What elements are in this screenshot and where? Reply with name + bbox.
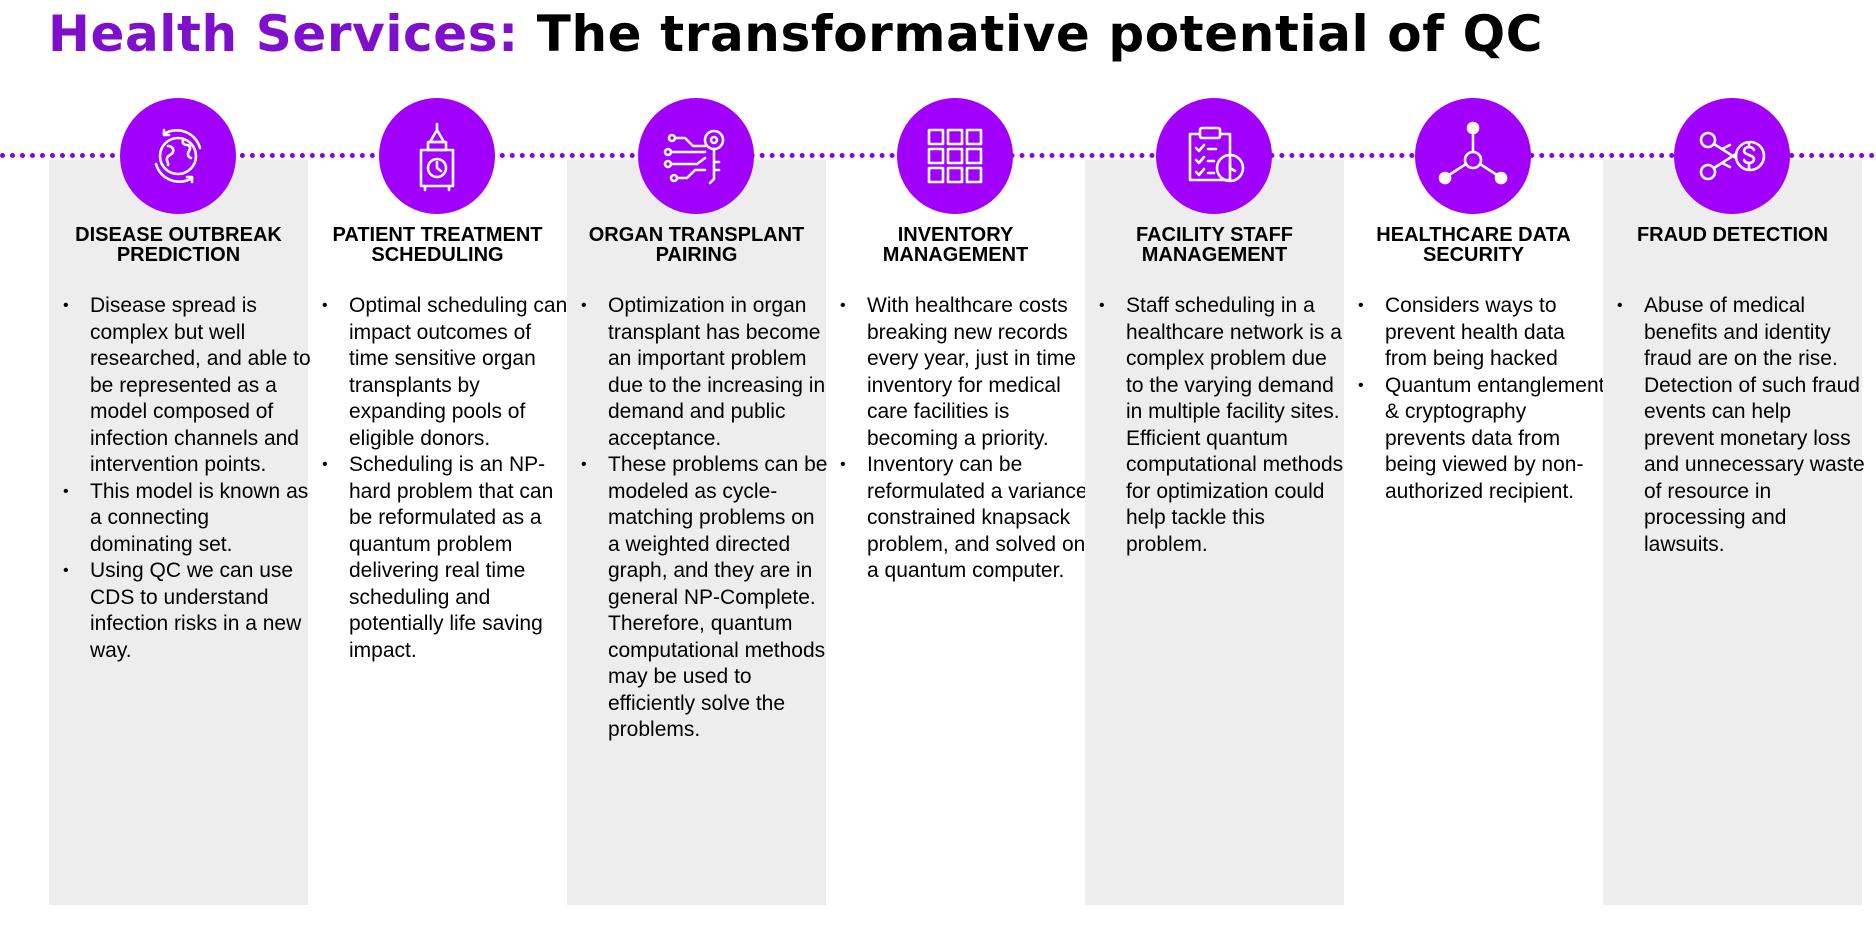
column-title: FRAUD DETECTION [1636,224,1829,246]
list-item: Abuse of medical benefits and identity f… [1615,293,1865,558]
clipboard-clock-icon [1156,98,1272,214]
bullet-list: Disease spread is complex but well resea… [61,293,311,664]
column-organ-transplant: ORGAN TRANSPLANT PAIRING Optimization in… [567,160,829,905]
column-title: PATIENT TREATMENT SCHEDULING [332,224,543,266]
bullet-list: Considers ways to prevent health data fr… [1356,293,1606,505]
column-title: INVENTORY MANAGEMENT [882,224,1029,266]
list-item: With healthcare costs breaking new recor… [838,293,1088,452]
column-fraud-detection: FRAUD DETECTION Abuse of medical benefit… [1603,160,1865,905]
list-item: Considers ways to prevent health data fr… [1356,293,1606,373]
list-item: Optimization in organ transplant has bec… [579,293,829,452]
column-inventory: INVENTORY MANAGEMENT With healthcare cos… [826,160,1088,905]
circuit-key-icon [638,98,754,214]
bullet-list: Optimization in organ transplant has bec… [579,293,829,744]
list-item: Optimal scheduling can impact outcomes o… [320,293,570,452]
bullet-list: Abuse of medical benefits and identity f… [1615,293,1865,558]
list-item: Inventory can be reformulated a variance… [838,452,1088,585]
column-disease-outbreak: DISEASE OUTBREAK PREDICTION Disease spre… [49,160,311,905]
bullet-list: With healthcare costs breaking new recor… [838,293,1088,585]
column-facility-staff: FACILITY STAFF MANAGEMENT Staff scheduli… [1085,160,1344,905]
title-accent: Health Services: [48,5,519,63]
network-node-icon [1415,98,1531,214]
globe-refresh-icon [120,98,236,214]
list-item: Quantum entanglement & cryptography prev… [1356,373,1606,506]
list-item: Disease spread is complex but well resea… [61,293,311,479]
column-title: ORGAN TRANSPLANT PAIRING [588,224,805,266]
page-title: Health Services: The transformative pote… [48,4,1543,64]
scissors-dollar-icon [1674,98,1790,214]
bullet-list: Staff scheduling in a healthcare network… [1097,293,1347,558]
column-title: FACILITY STAFF MANAGEMENT [1135,224,1294,266]
list-item: Using QC we can use CDS to understand in… [61,558,311,664]
column-title: DISEASE OUTBREAK PREDICTION [75,224,282,266]
list-item: These problems can be modeled as cycle-m… [579,452,829,744]
title-rest: The transformative potential of QC [518,5,1543,63]
list-item: Scheduling is an NP-hard problem that ca… [320,452,570,664]
bullet-list: Optimal scheduling can impact outcomes o… [320,293,570,664]
service-columns: DISEASE OUTBREAK PREDICTION Disease spre… [49,160,1869,905]
list-item: This model is known as a connecting domi… [61,479,311,559]
clock-tower-icon [379,98,495,214]
column-patient-treatment: PATIENT TREATMENT SCHEDULING Optimal sch… [308,160,567,905]
column-title: HEALTHCARE DATA SECURITY [1376,224,1571,266]
grid-icon [897,98,1013,214]
column-data-security: HEALTHCARE DATA SECURITY Considers ways … [1344,160,1606,905]
list-item: Staff scheduling in a healthcare network… [1097,293,1347,558]
